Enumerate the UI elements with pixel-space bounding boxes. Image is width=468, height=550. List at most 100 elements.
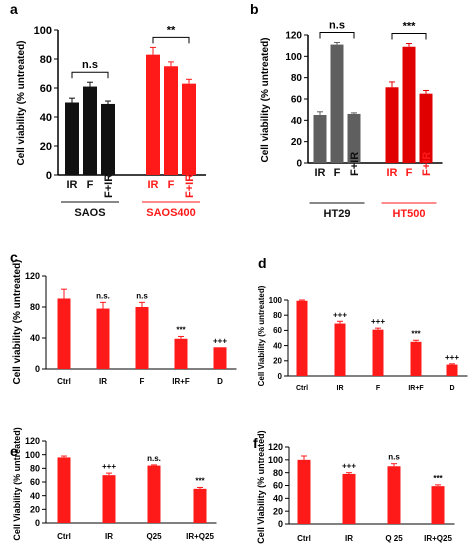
panel-b-ytick-label-0: 0 <box>296 159 302 170</box>
panel-b-ylabel: Cell viability (% untreated) <box>260 37 271 162</box>
panel-b-bracket-label-1: *** <box>403 21 417 33</box>
panel-f-ytick-label-3: 60 <box>273 481 283 491</box>
panel-f-ytick-label-6: 120 <box>268 442 283 452</box>
panel-d-ytick-label-3: 60 <box>273 326 282 335</box>
panel-f-letter: f <box>253 435 258 451</box>
panel-f-ytick-label-0: 0 <box>278 519 283 529</box>
panel-d-ytick-label-5: 100 <box>269 296 283 305</box>
panel-a-bar-4 <box>164 66 178 175</box>
panel-a-xtick-label-4: F <box>168 179 175 191</box>
panel-a-ytick-label-3: 60 <box>40 83 52 95</box>
panel-e-annotation-1: +++ <box>102 462 116 471</box>
panel-e-bar-3 <box>193 488 207 523</box>
panel-e-bar-1 <box>102 475 116 523</box>
panel-e-xtick-label-2: Q25 <box>146 532 162 541</box>
panel-a-bracket-label-0: n.s <box>82 59 98 71</box>
panel-c-ytick-label-1: 40 <box>30 333 40 343</box>
panel-d-xtick-label-0: Ctrl <box>296 385 308 392</box>
panel-a-ytick-label-1: 20 <box>40 141 52 153</box>
panel-f-bar-2 <box>387 466 401 524</box>
panel-a-bar-2 <box>101 103 115 175</box>
panel-d-ytick-label-2: 40 <box>273 341 282 350</box>
panel-e-ytick-label-5: 100 <box>25 450 40 460</box>
panel-d-bar-2 <box>372 329 384 376</box>
panel-f-xtick-label-1: IR <box>345 534 353 543</box>
panel-b-ytick-label-2: 40 <box>291 116 303 127</box>
panel-b-bracket-0 <box>319 31 355 39</box>
panel-c-letter: c <box>10 249 18 265</box>
panel-b-xtick-label-1: F <box>334 167 341 179</box>
panel-d-annotation-2: +++ <box>371 317 385 326</box>
panel-d-xtick-label-4: D <box>449 385 454 392</box>
panel-c-xtick-label-4: D <box>217 377 223 386</box>
panel-c-xtick-label-2: F <box>140 377 145 386</box>
panel-c-annotation-3: *** <box>176 325 186 334</box>
panel-e-ytick-label-1: 20 <box>30 504 40 514</box>
panel-d-bar-0 <box>296 300 308 376</box>
panel-d-bar-4 <box>446 364 458 376</box>
panel-e-letter: e <box>10 443 18 459</box>
panel-f-annotation-1: +++ <box>342 462 356 471</box>
panel-d-xtick-label-2: F <box>376 385 381 392</box>
panel-f-ylabel: Cell Viability (% untreated) <box>256 430 266 543</box>
panel-e-ytick-label-3: 60 <box>30 477 40 487</box>
panel-b-bar-4 <box>402 46 416 163</box>
panel-a-ytick-label-0: 0 <box>46 170 52 182</box>
panel-e-xtick-label-3: IR+Q25 <box>186 532 214 541</box>
panel-d-bar-1 <box>334 323 346 376</box>
panel-a-xtick-label-1: F <box>87 179 94 191</box>
panel-b-xtick-label-4: F <box>406 167 413 179</box>
panel-a-ytick-label-4: 80 <box>40 54 52 66</box>
panel-d-letter: d <box>258 255 267 271</box>
panel-e-bar-0 <box>57 457 71 523</box>
panel-f-ytick-label-1: 20 <box>273 506 283 516</box>
panel-d-ytick-label-4: 80 <box>273 311 282 320</box>
panel-f-bar-1 <box>342 473 356 524</box>
panel-d-ytick-label-0: 0 <box>278 372 283 381</box>
panel-e-annotation-3: *** <box>195 476 205 485</box>
panel-a-xtick-label-5: F+IR <box>184 174 196 198</box>
panel-c-xtick-label-3: IR+F <box>172 377 190 386</box>
panel-a-ytick-label-2: 40 <box>40 112 52 124</box>
panel-a-ylabel: Cell viability (% untreated) <box>16 40 27 165</box>
panel-e-xtick-label-0: Ctrl <box>57 532 71 541</box>
panel-f-xtick-label-2: Q 25 <box>385 534 403 543</box>
panel-c-annotation-1: n.s. <box>96 291 110 300</box>
panel-b-ytick-label-3: 60 <box>291 95 303 106</box>
panel-c-bar-3 <box>174 338 188 369</box>
panel-a-bar-5 <box>182 83 196 175</box>
panel-f-annotation-2: n.s <box>388 453 400 462</box>
panel-e-ytick-label-6: 120 <box>25 436 40 446</box>
panel-f-ytick-label-2: 40 <box>273 493 283 503</box>
panel-d-xtick-label-3: IR+F <box>408 385 424 392</box>
panel-b-bracket-1 <box>391 33 427 40</box>
panel-e-ytick-label-0: 0 <box>35 518 40 528</box>
panel-c-ytick-label-0: 0 <box>35 364 40 374</box>
panel-f-bar-3 <box>431 486 445 524</box>
panel-f-xtick-label-3: IR+Q25 <box>424 534 452 543</box>
panel-b-bar-1 <box>330 44 344 163</box>
panel-a-bar-3 <box>146 54 160 175</box>
panel-c-bar-4 <box>213 347 227 369</box>
panel-a-ytick-label-5: 100 <box>34 25 52 37</box>
panel-a-bracket-1 <box>152 36 190 44</box>
panel-a-xtick-label-3: IR <box>148 179 159 191</box>
panel-a-bar-0 <box>65 102 79 175</box>
panel-a-group-label-0: SAOS <box>74 207 105 219</box>
panel-f-annotation-3: *** <box>433 474 443 483</box>
panel-c-ytick-label-2: 80 <box>30 302 40 312</box>
panel-b-xtick-label-5: F+IR <box>421 152 433 176</box>
panel-c-bar-1 <box>96 308 110 369</box>
panel-f-ytick-label-4: 80 <box>273 468 283 478</box>
panel-f-xtick-label-0: Ctrl <box>297 534 311 543</box>
panel-b-xtick-label-0: IR <box>315 167 326 179</box>
panel-b-ytick-label-6: 120 <box>285 31 302 42</box>
panel-e-bar-2 <box>147 465 161 523</box>
panel-e-annotation-2: n.s. <box>147 454 161 463</box>
panel-b-letter: b <box>250 1 259 17</box>
panel-e-ytick-label-4: 80 <box>30 463 40 473</box>
panel-b-ytick-label-5: 100 <box>285 52 302 63</box>
panel-d-ytick-label-1: 20 <box>273 357 282 366</box>
panel-c-annotation-2: n.s <box>136 291 148 300</box>
panel-a-bracket-label-1: ** <box>167 24 176 36</box>
